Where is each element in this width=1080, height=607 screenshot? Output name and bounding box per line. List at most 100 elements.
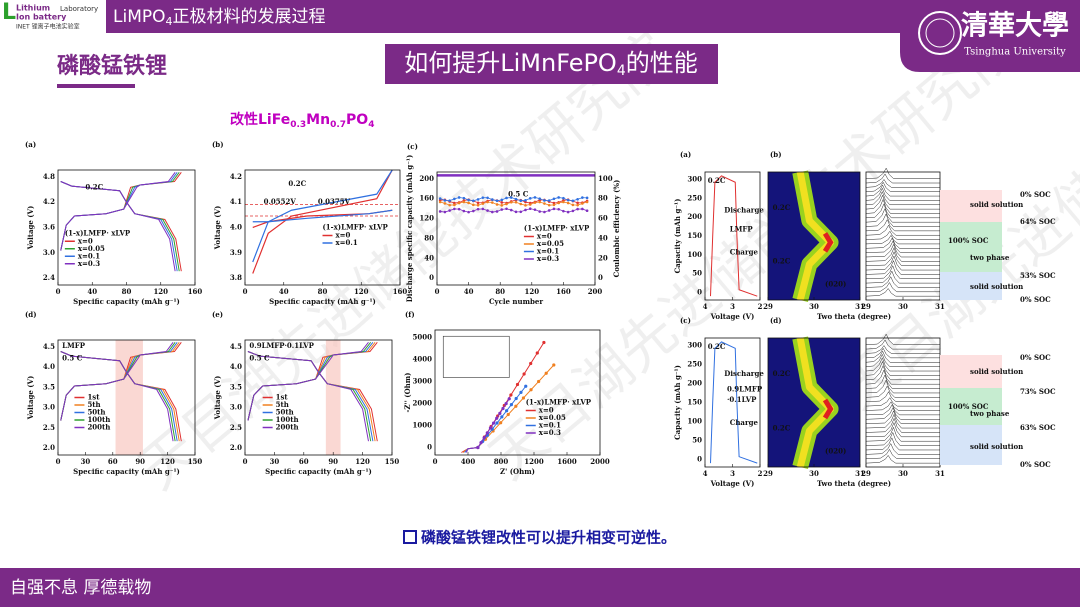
marker — [486, 196, 489, 200]
heading-part: 如何提升LiMnFePO — [404, 49, 617, 77]
x-tick-label: 80 — [122, 287, 132, 296]
curve — [865, 187, 940, 201]
marker — [505, 409, 509, 413]
curve — [865, 190, 940, 206]
marker — [500, 201, 504, 204]
marker — [495, 421, 499, 425]
soc-label: solid solution — [970, 442, 1023, 451]
legend-label: x=0.1 — [537, 247, 559, 256]
curve — [710, 175, 758, 297]
y-tick-label: 50 — [692, 435, 702, 444]
marker — [533, 208, 537, 211]
y-tick-label: 4.5 — [43, 342, 55, 351]
legend-title: (1-x)LMFP· xLVP — [524, 224, 590, 233]
marker — [533, 201, 537, 204]
marker — [472, 199, 475, 203]
marker — [501, 406, 505, 411]
y-tick-label: 4.5 — [230, 342, 242, 351]
x-axis-title: Specific capacity (mAh g⁻¹) — [265, 467, 372, 476]
marker — [522, 372, 526, 376]
marker — [528, 197, 532, 200]
y-tick-label: 250 — [687, 193, 702, 202]
y-tick-label: 3.6 — [43, 223, 55, 232]
x-tick-label: 150 — [385, 457, 400, 466]
y-tick-label: 50 — [692, 269, 702, 278]
marker — [581, 202, 584, 205]
marker — [543, 202, 546, 205]
marker — [509, 393, 513, 397]
curve — [865, 218, 940, 232]
y-tick-label: 3000 — [413, 377, 433, 386]
x-axis-title: Voltage (V) — [710, 312, 755, 321]
marker — [448, 209, 451, 212]
legend-label: 5th — [87, 400, 100, 409]
x-tick-label: 90 — [328, 457, 338, 466]
annotation: 0.9LMFP·0.1LVP — [249, 341, 314, 350]
x-tick-label: 31 — [935, 302, 945, 311]
x-tick-label: 90 — [135, 457, 145, 466]
legend-label: x=0.3 — [78, 259, 100, 268]
x-tick-label: 0 — [56, 287, 61, 296]
y-tick-label: 80 — [424, 233, 434, 242]
x-tick-label: 0 — [243, 287, 248, 296]
y-tick-label: 160 — [419, 194, 434, 203]
curve — [60, 181, 176, 272]
x-tick-label: 1600 — [557, 457, 577, 466]
curve — [865, 173, 940, 184]
y-tick-label: 3.0 — [43, 403, 55, 412]
curve — [865, 345, 940, 354]
marker — [476, 203, 480, 207]
marker — [500, 204, 504, 207]
legend-label: 5th — [276, 400, 289, 409]
marker — [519, 210, 523, 214]
marker — [562, 200, 565, 204]
marker — [542, 340, 546, 345]
panel-label: (f) — [405, 310, 415, 319]
x-tick-label: 4 — [703, 302, 708, 311]
y-tick-label: 60 — [598, 214, 608, 223]
marker — [524, 200, 527, 204]
x-axis-title: Two theta (degree) — [817, 312, 891, 321]
y-tick-label: 0 — [697, 454, 702, 463]
marker — [537, 379, 541, 384]
panel-label: (d) — [770, 316, 782, 325]
x-tick-label: 120 — [354, 287, 369, 296]
marker — [524, 208, 527, 212]
curve — [252, 209, 393, 223]
marker — [485, 431, 489, 435]
marker — [581, 207, 584, 211]
marker — [443, 202, 447, 205]
annotation: 0.2C — [773, 203, 791, 212]
y-axis-title: Capacity (mAh g⁻¹) — [673, 199, 682, 274]
panel-label: (d) — [25, 310, 37, 319]
curve — [865, 203, 940, 219]
x-tick-label: 120 — [153, 287, 168, 296]
subtitle-sub: 4 — [368, 120, 374, 130]
curve — [865, 404, 940, 416]
annotation: 0.2C — [85, 182, 103, 191]
legend-label: 100th — [87, 415, 110, 424]
marker — [528, 203, 532, 206]
annotation: Charge — [730, 418, 759, 427]
y-tick-label: 200 — [419, 174, 434, 183]
y-tick-label: 4.8 — [43, 172, 55, 181]
x-axis-title: Two theta (degree) — [817, 479, 891, 488]
y-tick-label: 300 — [687, 341, 702, 350]
marker — [500, 208, 504, 211]
annotation: 0.5 C — [249, 353, 270, 362]
curve — [865, 442, 940, 455]
y-tick-label: 4.0 — [43, 362, 55, 371]
marker — [467, 210, 470, 214]
annotation: 0.2C — [773, 369, 791, 378]
legend-label: x=0.1 — [78, 251, 100, 260]
panel-label: (b) — [770, 150, 782, 159]
marker — [482, 436, 486, 440]
y-tick-label: 40 — [598, 233, 608, 242]
subtitle-sub: 0.7 — [330, 120, 346, 130]
curve — [865, 282, 940, 293]
university-name: 清華大學 — [961, 11, 1069, 42]
marker — [506, 412, 510, 417]
marker — [538, 200, 541, 204]
marker — [557, 196, 560, 199]
marker — [514, 210, 518, 214]
